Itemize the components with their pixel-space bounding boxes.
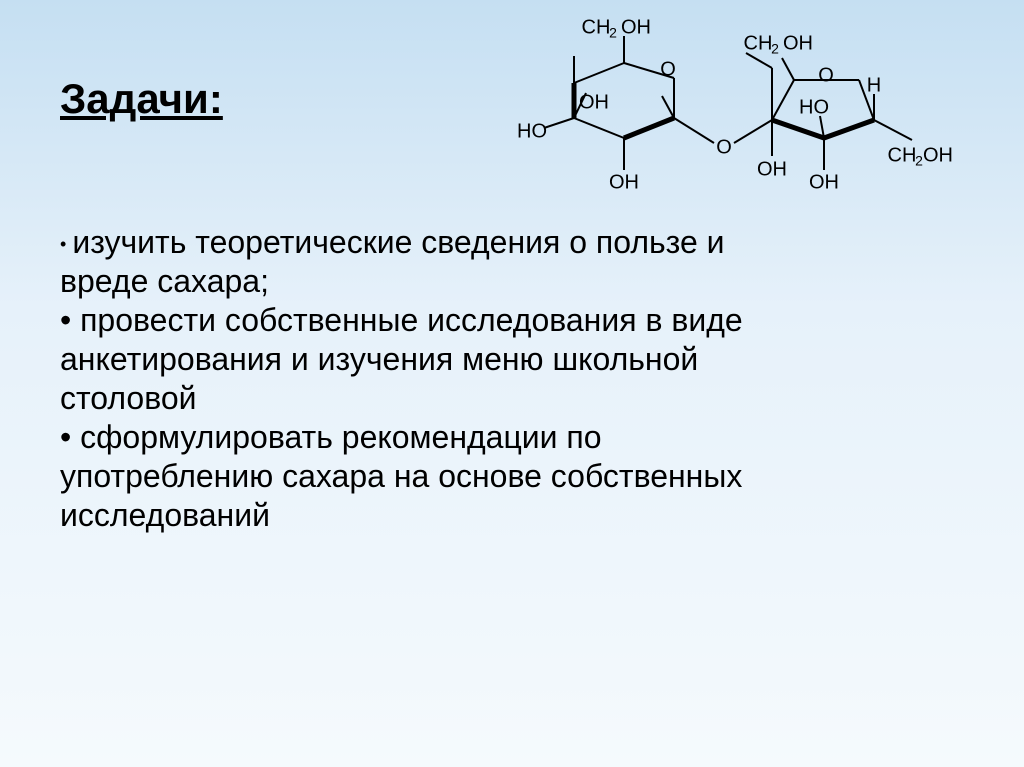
svg-text:OH: OH (609, 171, 639, 193)
svg-text:H: H (867, 74, 881, 96)
sucrose-molecule-icon: O CH 2 OH HO OH OH O O (514, 8, 954, 223)
svg-text:O: O (716, 136, 732, 158)
svg-text:2: 2 (915, 153, 923, 169)
svg-text:2: 2 (609, 25, 617, 41)
svg-text:HO: HO (799, 96, 829, 118)
svg-text:CH: CH (888, 144, 917, 166)
svg-text:OH: OH (621, 16, 651, 38)
svg-text:CH: CH (744, 32, 773, 54)
svg-text:OH: OH (923, 144, 953, 166)
slide: Задачи: •изучить теоретические сведения … (0, 0, 1024, 767)
svg-text:CH: CH (582, 16, 611, 38)
svg-text:OH: OH (579, 91, 609, 113)
bullet-text: изучить теоретические сведения о пользе … (60, 224, 725, 299)
bullet-marker: • (60, 302, 80, 338)
bullet-marker: • (60, 234, 66, 254)
svg-text:OH: OH (757, 158, 787, 180)
svg-text:O: O (818, 64, 834, 86)
bullet-text: провести собственные исследования в виде… (60, 302, 743, 416)
svg-text:OH: OH (783, 32, 813, 54)
bullet-text: сформулировать рекомендации по употребле… (60, 419, 742, 533)
slide-body: •изучить теоретические сведения о пользе… (60, 223, 820, 535)
svg-text:OH: OH (809, 171, 839, 193)
svg-text:HO: HO (517, 120, 547, 142)
bullet-marker: • (60, 419, 80, 455)
svg-text:O: O (660, 58, 676, 80)
svg-text:2: 2 (771, 41, 779, 57)
